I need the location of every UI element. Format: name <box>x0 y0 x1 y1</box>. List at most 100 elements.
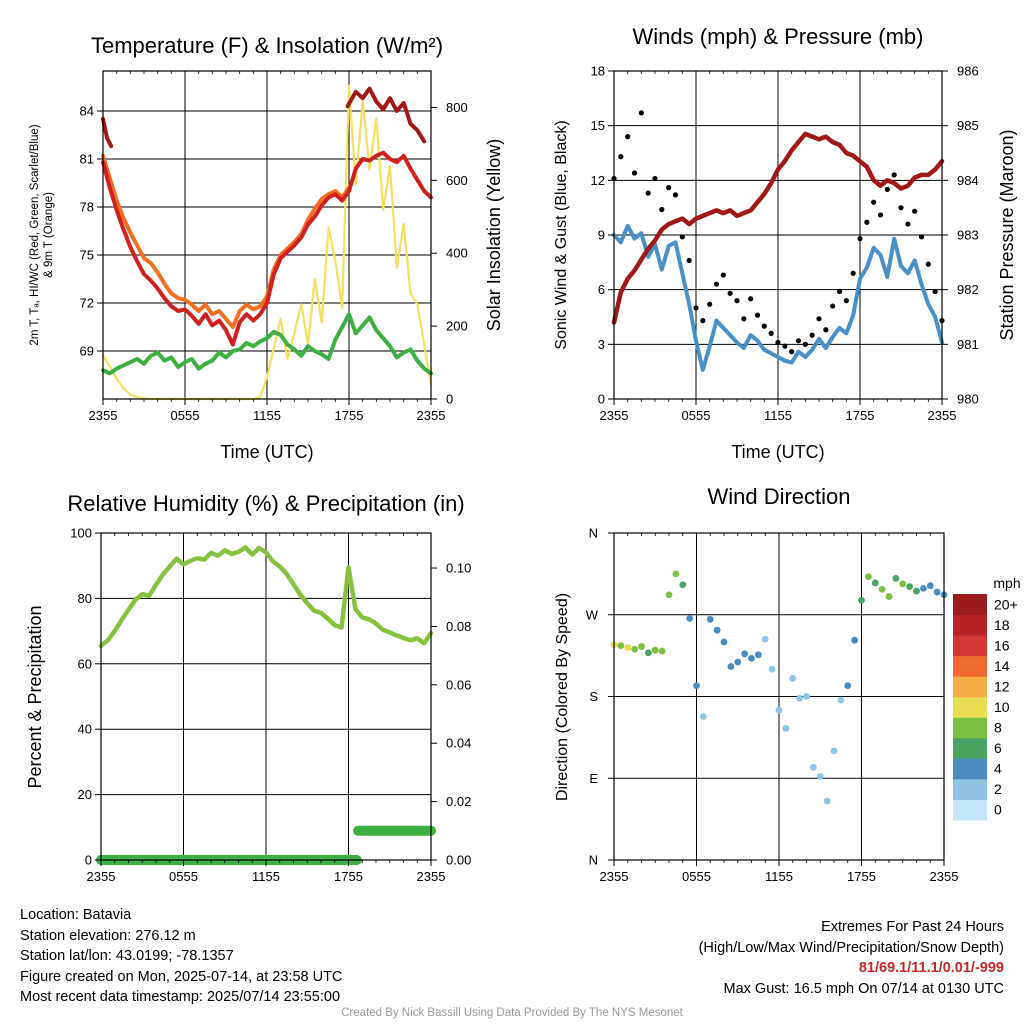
gust-point <box>789 349 795 355</box>
y-tick-label: N <box>589 853 598 868</box>
tr-xlabel: Time (UTC) <box>731 442 824 462</box>
direction-point <box>720 638 728 646</box>
y-right-tick-label: 600 <box>446 173 468 188</box>
colorbar-swatch <box>953 696 987 718</box>
y-right-tick-label: 984 <box>957 173 979 188</box>
gust-point <box>836 288 843 295</box>
tr-title: Winds (mph) & Pressure (mb) <box>633 24 924 49</box>
y-right-tick-label: 985 <box>957 118 979 133</box>
latlon-text: Station lat/lon: 43.0199; -78.1357 <box>20 948 234 964</box>
x-tick-label: 1155 <box>765 869 793 884</box>
colorbar-swatch <box>953 799 987 821</box>
tl-ylabel-left: 2m T, Tₐ, HI/WC (Red, Green, Scarlet/Blu… <box>29 124 41 345</box>
direction-point <box>906 583 914 590</box>
y-tick-label: 40 <box>78 722 92 737</box>
colorbar-swatch <box>953 676 987 698</box>
bl-title: Relative Humidity (%) & Precipitation (i… <box>67 491 464 516</box>
gust-point <box>871 199 877 205</box>
x-tick-label: 0555 <box>682 869 711 884</box>
direction-point <box>933 588 941 596</box>
direction-point <box>754 651 762 659</box>
direction-point <box>699 713 707 720</box>
station-info: Location: Batavia Station elevation: 276… <box>20 905 342 1008</box>
direction-point <box>706 615 714 623</box>
br-series-layer <box>610 570 948 805</box>
colorbar-swatch <box>953 737 987 759</box>
colorbar-swatch <box>953 635 987 657</box>
gust-point <box>891 172 897 178</box>
direction-point <box>644 649 652 657</box>
colorbar-label: 12 <box>994 678 1010 694</box>
colorbar-label: 8 <box>994 720 1002 736</box>
direction-point <box>741 650 749 658</box>
colorbar-swatch <box>953 655 987 677</box>
colorbar-label: 6 <box>994 740 1002 756</box>
gust-point <box>782 343 788 349</box>
x-tick-label: 2355 <box>600 869 629 884</box>
y-tick-label: 0 <box>598 392 605 407</box>
y-tick-label: S <box>589 689 598 704</box>
y-tick-label: 18 <box>591 64 605 79</box>
direction-point <box>686 614 694 622</box>
tl-xlabel: Time (UTC) <box>220 442 313 462</box>
y-tick-label: 0 <box>85 853 92 868</box>
gust-point <box>686 257 692 264</box>
y-tick-label: W <box>586 607 599 622</box>
y-right-tick-label: 982 <box>957 282 979 297</box>
tl-title: Temperature (F) & Insolation (W/m²) <box>91 33 443 58</box>
direction-point <box>727 663 735 670</box>
direction-point <box>789 674 797 682</box>
extremes-values: 81/69.1/11.1/0.01/-999 <box>858 960 1004 976</box>
y-right-tick-label: 200 <box>446 319 468 334</box>
x-tick-label: 2355 <box>87 869 116 884</box>
created-text: Figure created on Mon, 2025-07-14, at 23… <box>20 968 343 985</box>
gust-point <box>666 185 672 191</box>
gust-point <box>693 305 699 311</box>
x-tick-label: 0555 <box>171 408 200 423</box>
y-tick-label: N <box>589 526 598 541</box>
colorbar-label: 2 <box>994 781 1002 797</box>
gust-point <box>741 316 747 322</box>
gust-point <box>707 301 713 307</box>
direction-point <box>651 646 659 654</box>
y-tick-label: 72 <box>80 296 94 311</box>
y-right-tick-label: 0.00 <box>446 853 471 868</box>
x-tick-label: 0555 <box>169 869 198 884</box>
x-tick-label: 1755 <box>334 869 363 884</box>
direction-point <box>734 658 742 666</box>
x-tick-label: 1755 <box>847 869 876 884</box>
y-tick-label: 81 <box>80 152 94 167</box>
gust-point <box>830 303 836 309</box>
direction-point <box>631 645 639 653</box>
gust-point <box>727 290 733 296</box>
br-grid <box>614 533 944 860</box>
x-tick-label: 1755 <box>335 408 364 423</box>
gust-point <box>816 316 822 322</box>
wind-direction-panel: Wind Direction 2355 0555 1155 1755 2355NESWN… <box>554 484 1021 884</box>
y-tick-label: 20 <box>78 787 92 802</box>
direction-point <box>919 585 927 592</box>
direction-point <box>796 694 804 702</box>
colorbar-swatch <box>953 758 987 780</box>
extremes-title: Extremes For Past 24 Hours <box>821 919 1004 935</box>
gust-point <box>802 341 808 347</box>
tl-ticks: 2355 0555 1155 1755 2355 69 72 75 78 81 84 0 200 400 6… <box>80 71 468 423</box>
tl-ylabel-right: Solar Insolation (Yellow) <box>484 139 504 331</box>
direction-point <box>899 580 907 588</box>
max-gust-text: Max Gust: 16.5 mph On 07/14 at 0130 UTC <box>723 980 1004 997</box>
colorbar-title: mph <box>993 575 1020 591</box>
x-tick-label: 1755 <box>846 408 875 423</box>
gust-point <box>638 110 644 116</box>
tr-ylabel-right: Station Pressure (Maroon) <box>997 129 1017 340</box>
direction-point <box>878 585 886 593</box>
gust-point <box>843 298 849 304</box>
gust-point <box>932 288 938 295</box>
direction-point <box>926 582 934 590</box>
heat-index-line <box>101 153 351 329</box>
y-right-tick-label: 0 <box>446 392 453 407</box>
gust-point <box>672 192 679 198</box>
direction-point <box>844 682 852 689</box>
direction-point <box>768 665 776 673</box>
y-tick-label: 78 <box>80 200 94 215</box>
